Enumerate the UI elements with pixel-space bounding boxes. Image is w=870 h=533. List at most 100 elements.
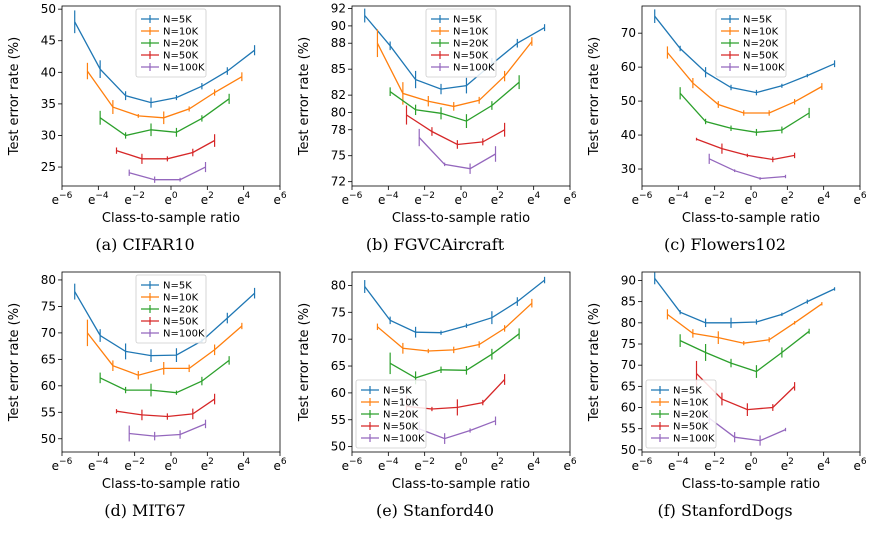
chart-svg: 50 55 60 65 70 75 80 e−6 e−4 e−2 e0 e2 e4 e6 Class-to-… [7,271,287,492]
x-tick-label: e0 [744,457,757,473]
legend-label: N=50K [163,317,199,328]
y-tick-label: 80 [41,273,56,287]
x-tick-label: e2 [491,191,504,207]
y-tick-label: 55 [41,405,56,419]
legend-label: N=10K [383,398,419,409]
panel-caption: (b) FGVCAircraft [365,235,505,254]
y-tick-label: 75 [41,299,56,313]
legend-label: N=5K [743,15,772,26]
series-line [129,166,206,181]
x-axis-title: Class-to-sample ratio [392,211,530,226]
y-tick-label: 70 [621,358,636,372]
x-tick-label: e−6 [342,191,363,207]
legend-box [645,379,717,449]
legend-label: N=100K [453,63,495,74]
x-tick-label: e6 [273,457,286,473]
x-axis-title: Class-to-sample ratio [682,211,820,226]
x-tick-label: e−2 [704,457,725,473]
series-line [389,333,520,379]
legend-label: N=100K [673,434,715,445]
x-tick-label: e−4 [378,191,399,207]
x-tick-label: e−2 [124,191,145,207]
x-tick-label: e4 [817,191,830,207]
x-tick-label: e−4 [668,191,689,207]
series-line [389,81,520,122]
y-tick-label: 70 [621,26,636,40]
x-tick-label: e−6 [52,457,73,473]
x-axis-title: Class-to-sample ratio [102,211,240,226]
chart-svg: 25 30 35 40 45 50 e−6 e−4 e−2 e0 e2 e4 e6 Class-to-sa… [7,2,287,226]
x-tick-label: e−2 [704,191,725,207]
y-tick-label: 90 [331,19,346,33]
x-tick-label: e−6 [632,191,653,207]
x-tick-label: e0 [454,457,467,473]
x-tick-label: e4 [817,457,830,473]
x-tick-label: e6 [563,191,576,207]
x-tick-label: e4 [237,191,250,207]
series-line [99,98,230,137]
legend-label: N=20K [383,410,419,421]
legend-label: N=10K [453,27,489,38]
y-tick-label: 50 [41,432,56,446]
y-tick-label: 50 [621,94,636,108]
legend-label: N=20K [743,39,779,50]
series-line [364,279,546,334]
y-tick-label: 60 [621,60,636,74]
legend-label: N=10K [163,27,199,38]
legend-label: N=10K [163,293,199,304]
series-line [376,302,533,352]
series-line [667,303,823,344]
panel-caption: (f) StanfordDogs [657,501,793,520]
legend-label: N=10K [673,398,709,409]
x-tick-label: e−6 [632,457,653,473]
x-axis-title: Class-to-sample ratio [682,477,820,492]
x-tick-label: e0 [164,457,177,473]
series-line [418,137,496,170]
x-tick-label: e−2 [414,457,435,473]
legend-label: N=5K [673,386,702,397]
y-tick-label: 80 [621,316,636,330]
legend-label: N=5K [163,15,192,26]
series-line [418,420,496,440]
y-tick-label: 72 [331,175,346,189]
y-tick-label: 65 [331,359,346,373]
y-tick-label: 70 [41,326,56,340]
series-line [696,138,795,161]
legend-label: N=5K [163,281,192,292]
series-line [74,21,255,104]
legend-label: N=50K [673,422,709,433]
legend-label: N=50K [453,51,489,62]
y-tick-label: 60 [41,379,56,393]
legend-box [425,8,497,78]
legend-label: N=50K [163,51,199,62]
y-axis-title: Test error rate (%) [587,37,602,156]
legend-label: N=20K [163,305,199,316]
x-tick-label: e2 [491,457,504,473]
y-tick-label: 45 [41,34,56,48]
legend-box [715,8,787,78]
legend-box [135,8,207,78]
y-tick-label: 60 [331,386,346,400]
series-line [116,398,215,418]
y-tick-label: 82 [331,88,346,102]
chart-panel: 30 40 50 60 70 e−6 e−4 e−2 e0 e2 e4 e6 Class-to-samp… [580,0,870,266]
x-tick-label: e4 [527,191,540,207]
y-tick-label: 92 [331,2,346,16]
chart-panel: 25 30 35 40 45 50 e−6 e−4 e−2 e0 e2 e4 e6 Class-to-sa… [0,0,290,266]
panel-caption: (d) MIT67 [104,501,186,520]
y-tick-label: 30 [621,162,636,176]
x-tick-label: e−6 [342,457,363,473]
series-line [708,417,786,442]
y-tick-label: 55 [331,413,346,427]
panel-caption: (c) Flowers102 [664,235,786,254]
chart-svg: 50 55 60 65 70 75 80 e−6 e−4 e−2 e0 e2 e4 e6 Class-to-… [297,271,577,492]
legend-label: N=10K [743,27,779,38]
series-line [116,139,215,160]
y-tick-label: 85 [621,295,636,309]
x-tick-label: e0 [164,191,177,207]
series-line [99,359,230,394]
x-tick-label: e−6 [52,191,73,207]
x-tick-label: e−2 [414,191,435,207]
